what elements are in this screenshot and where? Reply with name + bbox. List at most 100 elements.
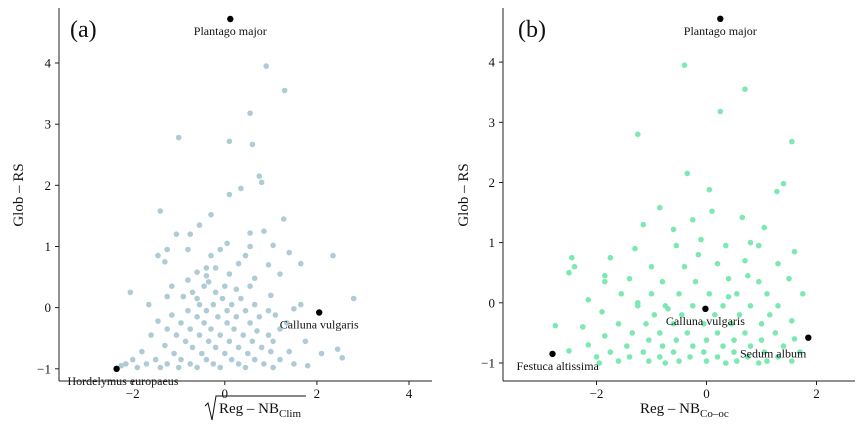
panel-a-point-124 [157,364,164,371]
panel-b-highlight-point-0 [717,15,724,22]
panel-a-point-12 [280,216,287,222]
panel-b-point-72 [714,330,721,336]
panel-b-point-79 [731,337,737,343]
panel-a-point-60 [265,307,272,314]
panel-a-point-67 [272,312,279,318]
panel-a-point-125 [175,364,182,371]
panel-a-point-113 [339,355,346,361]
panel-a-highlight-point-0 [227,15,234,23]
panel-a-point-5 [226,138,233,145]
panel-a-point-19 [224,240,230,247]
panel-b-point-57 [712,312,718,318]
panel-b-point-88 [780,343,787,349]
panel-a-point-129 [270,364,276,371]
panel-a-point-13 [196,222,203,228]
panel-a-point-29 [298,260,304,267]
panel-b-point-71 [684,330,691,336]
panel-b-point-41 [648,291,655,297]
panel-b-highlight-label-1: Calluna vulgaris [666,314,745,328]
panel-a-point-6 [256,173,263,179]
panel-a-point-84 [240,332,246,338]
panel-a-point-105 [318,350,325,357]
panel-b-point-99 [657,354,663,360]
panel-a-point-89 [249,338,256,345]
panel-a-point-10 [157,208,164,214]
panel-b-x-ticks: −2 0 2 [590,381,820,401]
panel-b-point-110 [789,358,795,364]
panel-a-point-46 [238,295,244,302]
panel-b-point-98 [626,354,633,360]
panel-a-point-0 [263,63,270,69]
panel-b-point-62 [670,321,677,327]
panel-a-point-50 [146,301,152,308]
panel-b-highlight-label-2: Sedum album [740,347,807,361]
panel-b-point-94 [731,349,737,355]
panel-a-x-axis-subscript: Clim [279,408,301,420]
panel-a-point-136 [189,289,196,296]
panel-a-point-40 [212,289,219,296]
panel-b-point-102 [745,354,751,360]
panel-b-point-23 [756,242,762,249]
panel-a-point-86 [182,338,189,345]
panel-a-point-112 [277,356,283,363]
panel-b-x-axis-subscript: Co–oc [700,408,729,420]
panel-b-y-ticks: −1 0 1 2 3 4 [481,55,503,371]
panel-a-point-25 [330,252,336,259]
panel-b-highlight-label-3: Festuca altissima [517,359,600,373]
panel-a-point-56 [185,307,191,314]
panel-b-point-54 [599,309,605,315]
panel-a-point-18 [247,243,253,250]
panel-a-point-48 [127,289,134,296]
panel-b-point-45 [764,291,770,297]
svg-text:Reg – NBClim: Reg – NBClim [219,401,301,420]
panel-a-point-31 [265,262,272,268]
panel-b-point-34 [659,278,666,285]
panel-b-highlighted-points: Plantago major Calluna vulgaris Sedum albu… [517,15,812,373]
panel-a-point-35 [185,277,191,283]
panel-a-point-81 [173,332,180,338]
panel-a-point-77 [231,326,237,332]
panel-a-point-87 [205,338,212,345]
panel-b-point-84 [659,343,666,349]
panel-a-point-108 [178,356,184,363]
panel-b-point-112 [662,360,669,366]
panel-a-point-3 [175,134,182,141]
panel-a-point-30 [235,260,242,267]
panel-b-point-63 [701,321,707,327]
panel-b-point-44 [734,291,740,297]
panel-b-y-tick-label-1: 0 [489,295,496,310]
panel-b-point-21 [673,242,680,249]
panel-a-point-69 [178,320,184,326]
panel-a-point-95 [235,344,242,351]
panel-b-point-69 [629,330,636,336]
panel-b-x-tick-label-0: −2 [590,386,604,401]
panel-b-x-axis-title: Reg – NBCo–oc [640,401,729,420]
panel-a-point-7 [258,179,265,186]
panel-b-point-103 [775,354,781,360]
panel-a-point-106 [129,356,136,363]
panel-b-point-36 [725,275,732,282]
panel-b-point-6 [706,186,713,193]
panel-a-point-102 [245,350,251,357]
panel-a-point-52 [210,301,217,308]
panel-a-point-118 [210,361,217,367]
panel-b-point-78 [703,337,710,343]
panel-b-point-61 [643,321,649,327]
panel-a-point-17 [173,231,180,237]
panel-b-point-25 [607,254,614,261]
panel-a-point-126 [194,364,200,371]
panel-a-point-63 [194,314,200,320]
panel-a-point-101 [222,350,228,357]
panel-a-point-120 [261,361,267,367]
panel-a-highlight-label-0: Plantago major [194,24,267,38]
panel-b-point-118 [725,294,732,300]
panel-a-x-axis-title: Reg – NBClim [204,395,306,421]
panel-b-point-11 [640,221,647,228]
panel-b-point-108 [734,358,740,364]
panel-b-y-tick-label-4: 3 [489,115,496,130]
panel-a-y-tick-label-4: 3 [45,117,52,132]
panel-a-point-90 [270,338,276,345]
panel-b-point-8 [774,188,780,195]
panel-b-point-91 [640,349,647,355]
panel-b-point-95 [761,349,768,355]
